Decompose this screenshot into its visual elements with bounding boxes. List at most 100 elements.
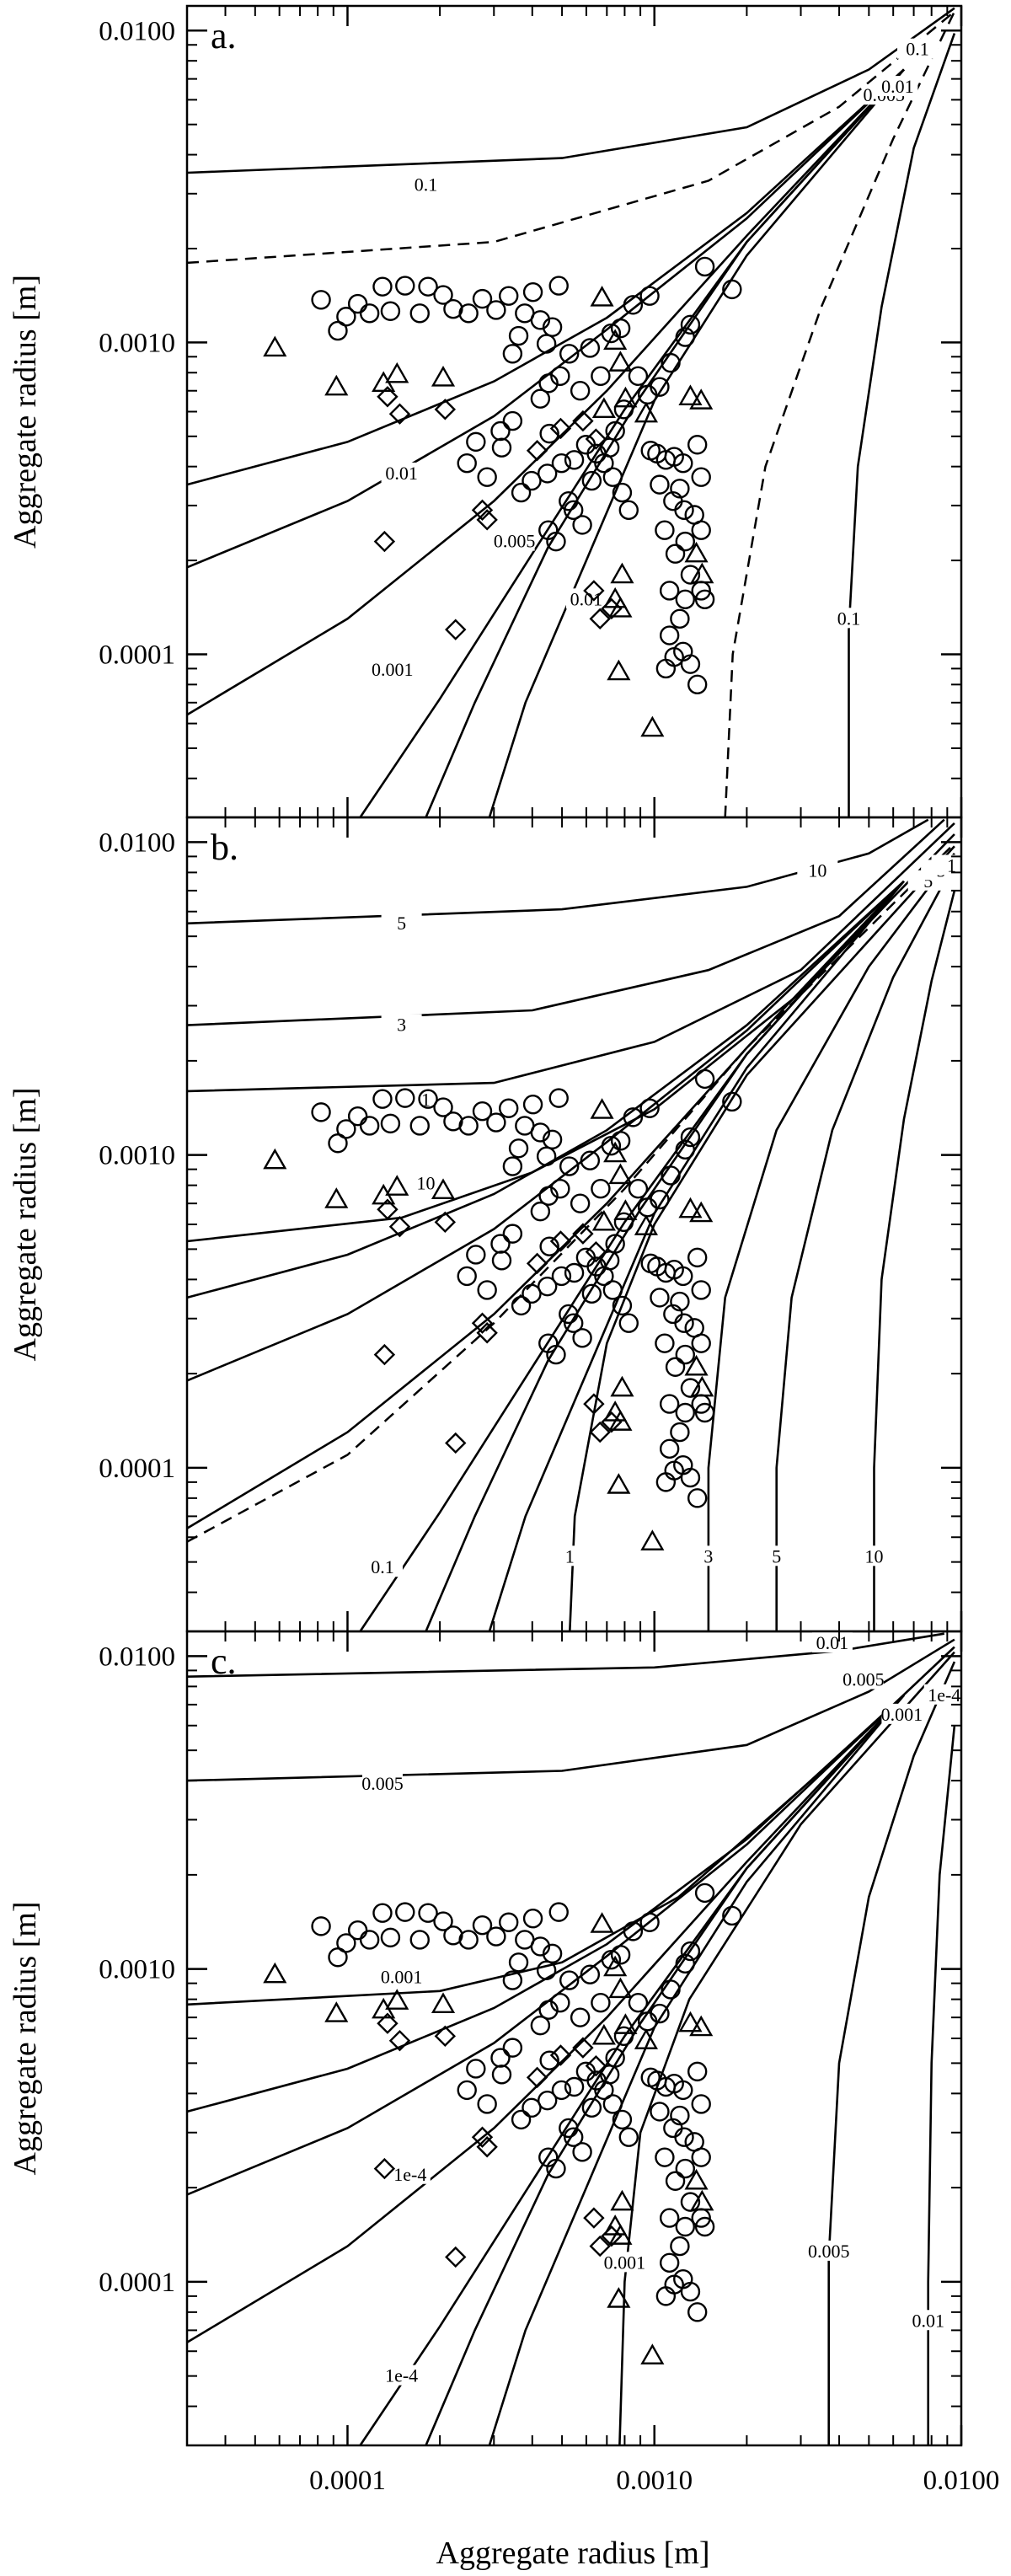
contour-label-bg (923, 1684, 965, 1705)
circle-marker (486, 1926, 506, 1947)
circle-marker (613, 1212, 634, 1233)
circle-marker (680, 314, 701, 335)
circle-marker (542, 1943, 563, 1964)
circle-marker (347, 293, 368, 314)
diamond-marker (445, 2246, 467, 2268)
circle-marker (530, 1936, 551, 1957)
circle-marker (628, 366, 649, 387)
y-tick-label: 0.0010 (99, 328, 175, 358)
circle-marker (575, 1247, 596, 1268)
triangle-marker (591, 397, 616, 419)
circle-marker (418, 276, 438, 297)
triangle-marker (608, 1163, 633, 1185)
triangle-marker (634, 1214, 659, 1235)
circle-marker (466, 1245, 486, 1265)
triangle-marker (263, 335, 287, 357)
circle-marker (530, 388, 551, 409)
circle-marker (380, 1113, 401, 1134)
circle-marker (380, 301, 401, 321)
contour-line (359, 1694, 905, 2446)
panel-label: a. (211, 15, 237, 56)
circle-marker (661, 1979, 681, 2000)
circle-marker (675, 2158, 695, 2179)
circle-marker (472, 288, 493, 309)
circle-marker (564, 1313, 584, 1333)
circle-marker (522, 1909, 543, 1929)
circle-marker (618, 2127, 639, 2147)
contour-label-bg (881, 1703, 923, 1724)
circle-marker (570, 381, 591, 401)
triangle-marker (689, 1201, 714, 1223)
circle-marker (538, 373, 559, 394)
contour-line (186, 818, 929, 925)
triangle-marker (385, 361, 409, 383)
circle-marker (691, 467, 711, 487)
circle-marker (722, 279, 742, 300)
contour-label-bg (828, 608, 869, 629)
circle-marker (670, 2236, 690, 2257)
contour-label: 0.01 (816, 1632, 849, 1653)
contour-label-bg (381, 1014, 422, 1035)
circle-marker (673, 453, 693, 474)
triangle-marker (610, 1375, 634, 1397)
circle-marker (650, 1288, 670, 1308)
circle-marker (550, 1178, 570, 1199)
circle-marker (502, 2038, 523, 2058)
contour-label: 5 (397, 913, 406, 934)
circle-marker (675, 1344, 695, 1365)
circle-marker (613, 399, 634, 420)
triangle-marker (603, 1141, 628, 1163)
diamond-marker (476, 509, 498, 531)
triangle-marker (684, 541, 709, 563)
y-tick-label: 0.0010 (99, 1141, 175, 1171)
contour-line (186, 1632, 945, 1678)
circle-marker (722, 1905, 742, 1926)
circle-marker (665, 2171, 686, 2191)
circle-marker (694, 256, 715, 277)
triangle-marker (607, 2287, 631, 2308)
circle-marker (328, 1947, 348, 1968)
circle-marker (499, 1098, 519, 1118)
y-axis-label: Aggregate radius [m] (8, 1902, 43, 2176)
diamond-marker (373, 1343, 396, 1366)
circle-marker (670, 1291, 690, 1312)
contour-line (873, 890, 956, 1631)
circle-marker (675, 531, 695, 552)
diamond-marker (476, 2136, 498, 2158)
contour-label: 0.005 (494, 531, 536, 552)
contour-label: 0.005 (808, 2241, 850, 2262)
circle-marker (580, 1964, 601, 1984)
x-tick-label: 0.0010 (616, 2466, 693, 2496)
circle-marker (659, 625, 680, 645)
circle-marker (418, 1089, 438, 1109)
circle-marker (580, 338, 601, 358)
y-tick-label: 0.0001 (99, 640, 175, 670)
circle-marker (433, 285, 453, 305)
circle-marker (661, 352, 681, 373)
circle-marker (612, 482, 633, 503)
circle-marker (570, 1193, 591, 1213)
contour-line (359, 880, 905, 1632)
triangle-marker (678, 2011, 703, 2032)
diamond-marker (585, 1240, 607, 1263)
circle-marker (694, 1068, 715, 1090)
circle-marker (522, 1283, 542, 1304)
circle-marker (680, 1941, 701, 1962)
circle-marker (502, 410, 523, 431)
circle-marker (613, 2026, 634, 2047)
diamond-marker (583, 580, 605, 602)
triangle-marker (431, 1992, 456, 2013)
circle-marker (664, 647, 684, 667)
circle-marker (675, 1139, 695, 1160)
circle-marker (336, 307, 356, 327)
triangle-marker (690, 2189, 714, 2211)
circle-marker (457, 2080, 477, 2101)
circle-marker (490, 2048, 511, 2068)
contour-label: 10 (416, 1173, 435, 1194)
circle-marker (575, 435, 596, 455)
circle-marker (538, 2147, 559, 2167)
contour-label: 10 (808, 860, 826, 881)
triangle-marker (590, 286, 614, 307)
circle-marker (661, 1165, 681, 1186)
triangle-marker (640, 1529, 665, 1550)
